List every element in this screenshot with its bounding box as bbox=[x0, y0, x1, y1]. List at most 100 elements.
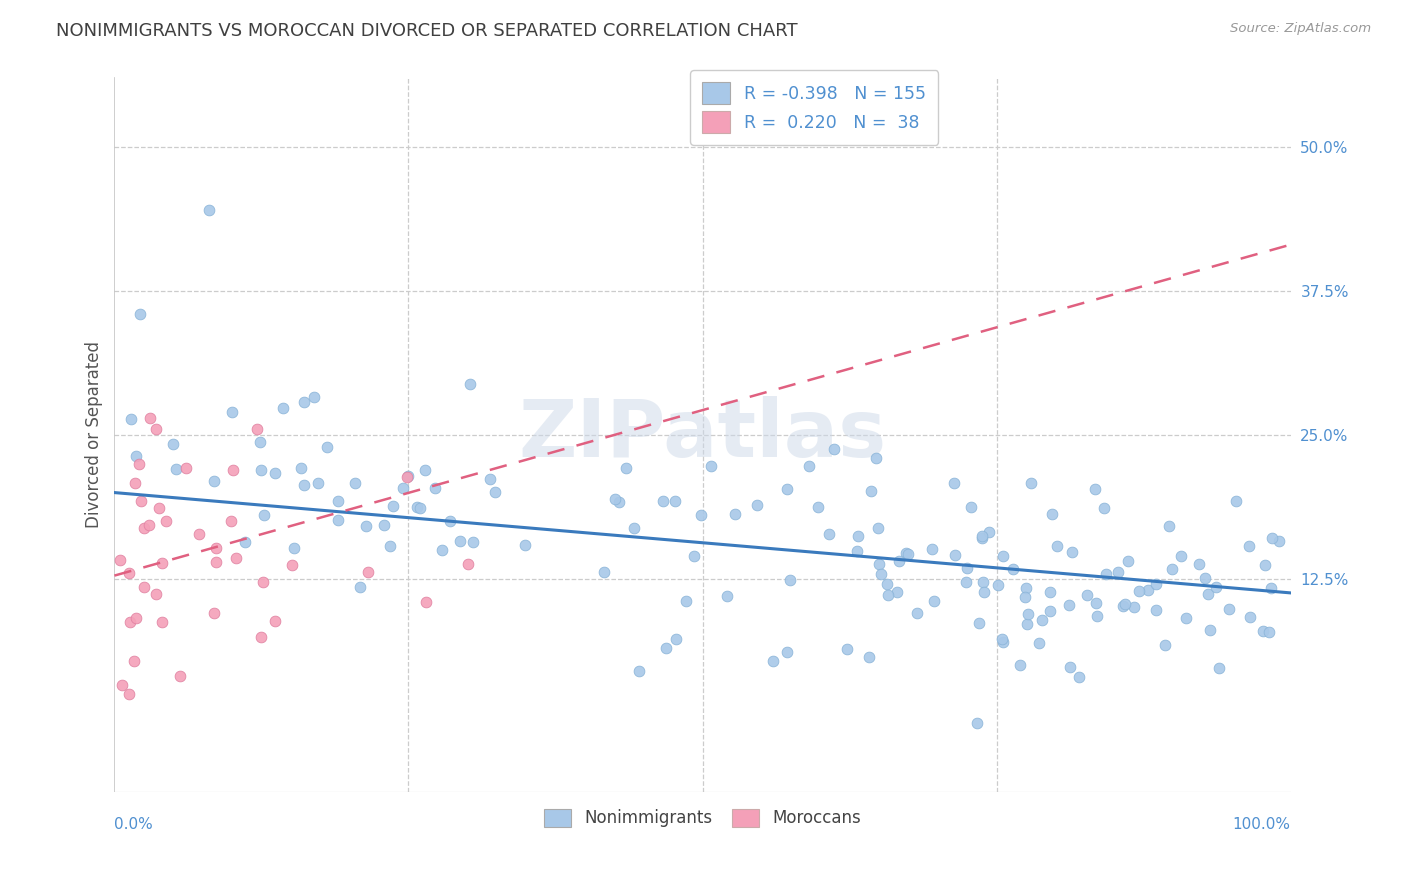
Point bbox=[252, 574, 274, 589]
Point bbox=[120, 412, 142, 426]
Point bbox=[125, 449, 148, 463]
Point bbox=[316, 440, 339, 454]
Point bbox=[1067, 670, 1090, 684]
Point bbox=[1015, 617, 1038, 632]
Point bbox=[1257, 625, 1279, 640]
Point bbox=[1160, 562, 1182, 576]
Point bbox=[776, 645, 799, 659]
Point bbox=[1116, 554, 1139, 568]
Point bbox=[665, 632, 688, 646]
Point bbox=[219, 514, 242, 528]
Point bbox=[145, 422, 167, 436]
Point bbox=[1205, 580, 1227, 594]
Point bbox=[1084, 596, 1107, 610]
Point bbox=[174, 460, 197, 475]
Point bbox=[1254, 558, 1277, 573]
Point bbox=[1062, 545, 1084, 559]
Point bbox=[292, 478, 315, 492]
Point bbox=[205, 541, 228, 556]
Point bbox=[221, 405, 243, 419]
Point bbox=[120, 615, 142, 629]
Point bbox=[1137, 583, 1160, 598]
Point bbox=[271, 401, 294, 415]
Point bbox=[138, 518, 160, 533]
Point bbox=[132, 521, 155, 535]
Point bbox=[145, 587, 167, 601]
Point bbox=[304, 390, 326, 404]
Point bbox=[205, 555, 228, 569]
Point bbox=[970, 529, 993, 543]
Point bbox=[603, 492, 626, 507]
Point bbox=[991, 635, 1014, 649]
Point bbox=[1188, 557, 1211, 571]
Point bbox=[484, 484, 506, 499]
Point bbox=[155, 514, 177, 528]
Point bbox=[1170, 549, 1192, 563]
Point bbox=[747, 498, 769, 512]
Point bbox=[664, 493, 686, 508]
Point bbox=[118, 566, 141, 580]
Point bbox=[1159, 518, 1181, 533]
Point bbox=[991, 549, 1014, 564]
Point bbox=[886, 585, 908, 599]
Point bbox=[991, 632, 1014, 646]
Point bbox=[1239, 609, 1261, 624]
Point bbox=[700, 458, 723, 473]
Point bbox=[655, 641, 678, 656]
Point bbox=[683, 549, 706, 564]
Point bbox=[972, 575, 994, 590]
Point bbox=[1031, 613, 1053, 627]
Point bbox=[250, 631, 273, 645]
Point bbox=[1039, 604, 1062, 618]
Point bbox=[960, 500, 983, 514]
Point bbox=[225, 551, 247, 566]
Point bbox=[1251, 624, 1274, 639]
Point bbox=[973, 584, 995, 599]
Point bbox=[1057, 599, 1080, 613]
Point bbox=[897, 547, 920, 561]
Point bbox=[150, 615, 173, 630]
Point bbox=[1144, 577, 1167, 591]
Point bbox=[1010, 658, 1032, 673]
Point bbox=[858, 650, 880, 665]
Point bbox=[807, 500, 830, 514]
Text: Source: ZipAtlas.com: Source: ZipAtlas.com bbox=[1230, 22, 1371, 36]
Point bbox=[281, 558, 304, 573]
Point bbox=[128, 457, 150, 471]
Point bbox=[222, 463, 245, 477]
Point bbox=[1194, 571, 1216, 585]
Point bbox=[1114, 597, 1136, 611]
Point bbox=[1225, 494, 1247, 508]
Point bbox=[405, 500, 427, 514]
Point bbox=[1039, 584, 1062, 599]
Point bbox=[124, 475, 146, 490]
Point bbox=[628, 665, 651, 679]
Point bbox=[1017, 607, 1039, 622]
Point bbox=[117, 687, 139, 701]
Point bbox=[1218, 602, 1240, 616]
Point bbox=[197, 202, 219, 217]
Point bbox=[675, 594, 697, 608]
Point bbox=[138, 410, 160, 425]
Point bbox=[250, 463, 273, 477]
Point bbox=[1208, 661, 1230, 675]
Point bbox=[264, 466, 287, 480]
Point bbox=[877, 588, 900, 602]
Point bbox=[1084, 482, 1107, 496]
Point bbox=[846, 529, 869, 543]
Point bbox=[1260, 581, 1282, 595]
Point bbox=[921, 542, 943, 557]
Point bbox=[148, 500, 170, 515]
Point bbox=[1261, 531, 1284, 545]
Point bbox=[326, 513, 349, 527]
Text: 0.0%: 0.0% bbox=[114, 817, 153, 832]
Point bbox=[1015, 581, 1038, 595]
Point bbox=[432, 543, 454, 558]
Point bbox=[776, 482, 799, 496]
Point bbox=[1002, 561, 1025, 575]
Point bbox=[413, 462, 436, 476]
Point bbox=[169, 668, 191, 682]
Point bbox=[924, 594, 946, 608]
Point bbox=[373, 518, 395, 533]
Point bbox=[972, 532, 994, 546]
